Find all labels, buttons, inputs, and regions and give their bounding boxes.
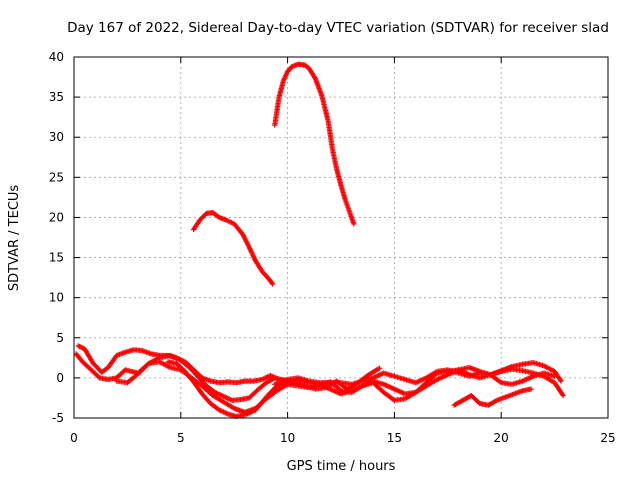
series-arc-mid <box>191 210 276 287</box>
data-point <box>376 365 383 371</box>
data-point <box>528 386 534 392</box>
y-tick-label: 5 <box>56 331 64 345</box>
y-tick-label: 10 <box>49 291 64 305</box>
y-tick-label: 40 <box>49 50 64 64</box>
x-tick-label: 5 <box>177 431 185 445</box>
y-tick-label: 25 <box>49 170 64 184</box>
data-point <box>560 392 566 399</box>
y-tick-label: 0 <box>56 371 64 385</box>
series-low-5 <box>272 367 558 387</box>
series-low-6 <box>451 386 534 408</box>
data-point <box>552 373 558 379</box>
data-point <box>558 378 564 384</box>
y-tick-label: 20 <box>49 210 64 224</box>
data-point <box>351 221 357 227</box>
x-tick-label: 15 <box>387 431 402 445</box>
y-tick-label: -5 <box>52 411 64 425</box>
y-axis-title: SDTVAR / TECUs <box>7 185 22 292</box>
y-tick-label: 30 <box>49 130 64 144</box>
data-point <box>269 280 275 286</box>
x-axis-title: GPS time / hours <box>287 459 396 474</box>
series-low-4 <box>165 359 564 419</box>
x-tick-label: 0 <box>70 431 78 445</box>
grid-lines <box>74 57 608 418</box>
x-tick-label: 20 <box>494 431 509 445</box>
series-arc-high <box>272 61 357 227</box>
data-series <box>73 61 566 419</box>
x-tick-label: 10 <box>280 431 295 445</box>
y-tick-label: 35 <box>49 90 64 104</box>
plot-frame <box>73 56 609 419</box>
chart-title: Day 167 of 2022, Sidereal Day-to-day VTE… <box>67 20 609 36</box>
x-tick-label: 25 <box>600 431 615 445</box>
y-tick-label: 15 <box>49 251 64 265</box>
axis-ticks: 0 5 10 15 20 25 -5 0 5 10 15 20 25 30 35 40 <box>49 50 616 445</box>
data-point <box>270 281 276 287</box>
